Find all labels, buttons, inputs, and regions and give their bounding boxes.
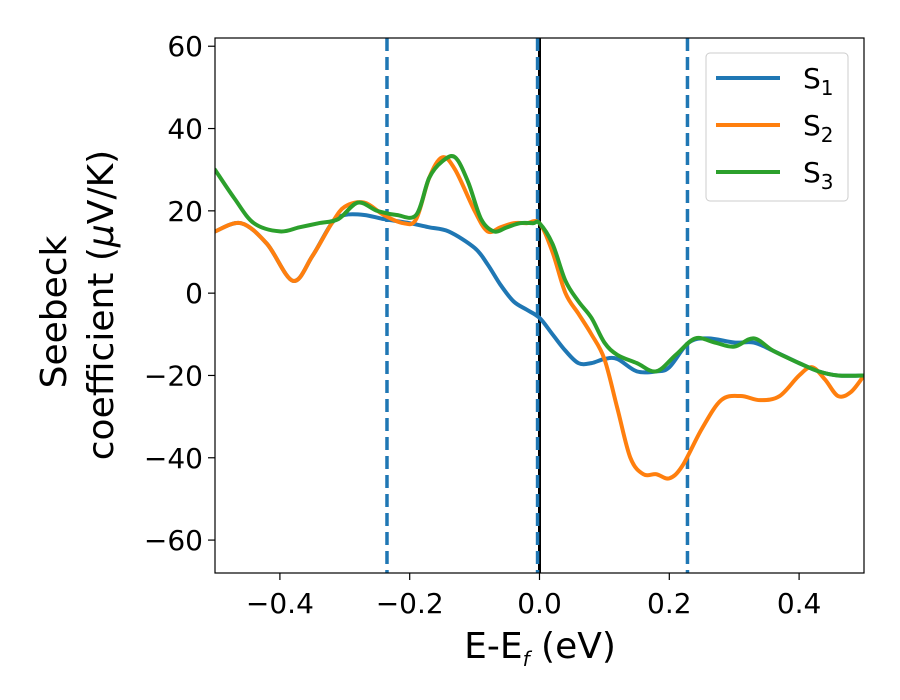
legend: S1 S2 S3 [705,52,849,202]
y-axis-title-mu: μ [81,224,122,248]
series-lines [215,154,864,481]
y-axis-title-line2-prefix: coefficient ( [81,247,122,460]
legend-label-s1: S1 [803,62,834,100]
x-axis-ticks: −0.4 −0.2 0.0 0.2 0.4 [246,573,821,620]
x-tick-label: 0.2 [647,587,692,620]
legend-entry-s1: S1 [716,62,834,100]
y-axis-title-line1: Seebeck [34,235,75,388]
x-tick-label: −0.2 [376,587,444,620]
legend-label-s3: S3 [803,156,834,194]
x-axis-title-main: E-E [464,626,522,667]
legend-label-s2: S2 [803,109,834,147]
y-tick-label: −40 [144,442,203,475]
x-axis-title-rest: (eV) [530,626,616,667]
y-axis-title-line2: coefficient (μV/K) [81,150,122,460]
x-axis-title: E-Ef (eV) [464,626,616,671]
x-axis-title-sub: f [523,647,533,671]
y-tick-label: −20 [144,359,203,392]
y-tick-label: 40 [167,113,203,146]
y-tick-label: 0 [185,277,203,310]
y-tick-label: −60 [144,524,203,557]
y-axis-title: Seebeck coefficient (μV/K) [34,150,122,460]
y-axis-ticks: −60 −40 −20 0 20 40 60 [144,30,215,557]
reference-lines [385,38,690,573]
legend-entry-s3: S3 [716,156,834,194]
legend-entry-s2: S2 [716,109,834,147]
y-tick-label: 20 [167,195,203,228]
y-axis-title-line2-suffix: V/K) [81,150,122,224]
series-line-s3 [215,154,864,378]
x-tick-label: −0.4 [246,587,314,620]
x-tick-label: 0.4 [777,587,822,620]
x-tick-label: 0.0 [517,587,562,620]
y-tick-label: 60 [167,30,203,63]
